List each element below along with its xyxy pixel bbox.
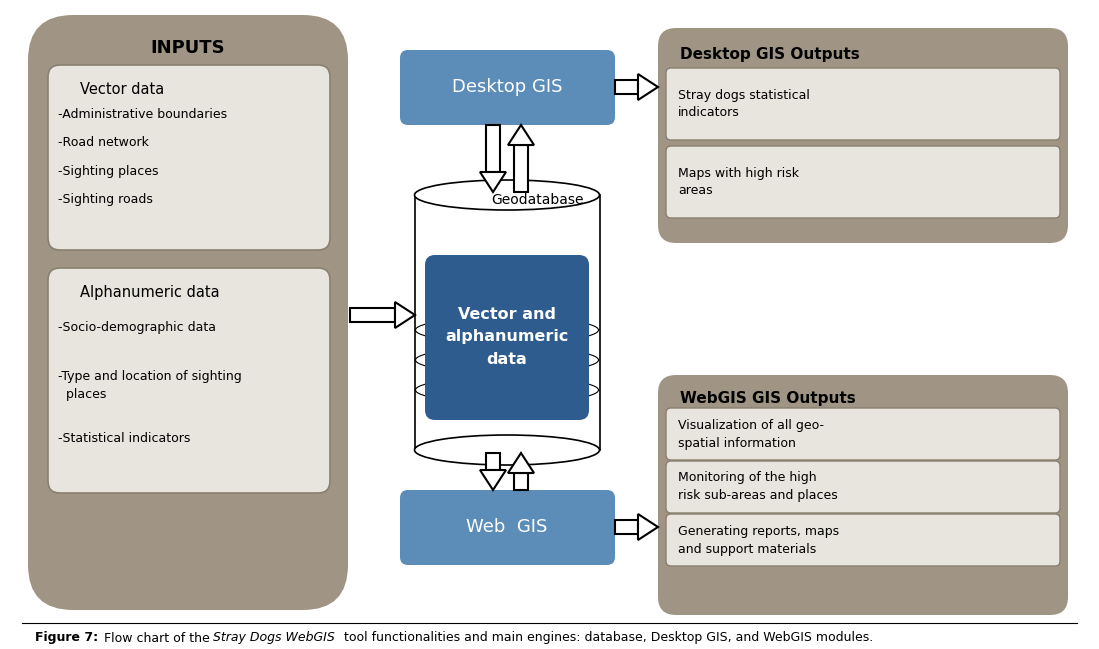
Polygon shape xyxy=(395,302,415,328)
Text: Vector and
alphanumeric
data: Vector and alphanumeric data xyxy=(445,307,568,367)
Bar xyxy=(414,195,599,450)
FancyBboxPatch shape xyxy=(48,268,330,493)
FancyBboxPatch shape xyxy=(658,375,1068,615)
Ellipse shape xyxy=(414,435,599,465)
FancyBboxPatch shape xyxy=(48,65,330,250)
Text: Geodatabase: Geodatabase xyxy=(491,193,584,207)
Text: Alphanumeric data: Alphanumeric data xyxy=(80,284,220,299)
FancyBboxPatch shape xyxy=(658,28,1068,243)
Text: Desktop GIS Outputs: Desktop GIS Outputs xyxy=(680,47,859,62)
Text: Stray dogs statistical
indicators: Stray dogs statistical indicators xyxy=(678,88,810,119)
Text: Visualization of all geo-
spatial information: Visualization of all geo- spatial inform… xyxy=(678,419,824,450)
FancyBboxPatch shape xyxy=(666,408,1061,460)
Polygon shape xyxy=(639,74,658,100)
Ellipse shape xyxy=(414,180,599,210)
Polygon shape xyxy=(508,453,534,473)
Text: -Administrative boundaries: -Administrative boundaries xyxy=(58,108,227,121)
Bar xyxy=(486,453,500,470)
Polygon shape xyxy=(480,172,506,192)
Text: -Statistical indicators: -Statistical indicators xyxy=(58,432,190,445)
Text: -Type and location of sighting
  places: -Type and location of sighting places xyxy=(58,370,242,401)
Text: -Sighting roads: -Sighting roads xyxy=(58,193,153,206)
Text: -Socio-demographic data: -Socio-demographic data xyxy=(58,321,217,334)
FancyBboxPatch shape xyxy=(27,15,348,610)
Text: Generating reports, maps
and support materials: Generating reports, maps and support mat… xyxy=(678,524,840,556)
FancyBboxPatch shape xyxy=(425,255,589,420)
Text: Desktop GIS: Desktop GIS xyxy=(452,78,563,96)
Polygon shape xyxy=(508,125,534,145)
FancyBboxPatch shape xyxy=(666,461,1061,513)
Bar xyxy=(486,125,500,172)
Bar xyxy=(615,520,639,534)
Text: -Road network: -Road network xyxy=(58,136,148,149)
FancyBboxPatch shape xyxy=(666,68,1061,140)
FancyBboxPatch shape xyxy=(666,514,1061,566)
Polygon shape xyxy=(639,514,658,540)
Bar xyxy=(615,80,639,94)
Text: Monitoring of the high
risk sub-areas and places: Monitoring of the high risk sub-areas an… xyxy=(678,472,837,502)
Text: INPUTS: INPUTS xyxy=(151,39,225,57)
Text: Vector data: Vector data xyxy=(80,82,164,97)
Text: Stray Dogs WebGIS: Stray Dogs WebGIS xyxy=(213,631,335,644)
Bar xyxy=(514,145,528,192)
Polygon shape xyxy=(480,470,506,490)
Text: -Sighting places: -Sighting places xyxy=(58,164,158,177)
FancyBboxPatch shape xyxy=(400,50,615,125)
Text: Web  GIS: Web GIS xyxy=(466,518,547,536)
Text: Figure 7:: Figure 7: xyxy=(35,631,98,644)
FancyBboxPatch shape xyxy=(400,490,615,565)
Text: Flow chart of the: Flow chart of the xyxy=(100,631,213,644)
Bar xyxy=(349,308,395,322)
Bar xyxy=(514,473,528,490)
Text: Maps with high risk
areas: Maps with high risk areas xyxy=(678,167,799,197)
FancyBboxPatch shape xyxy=(666,146,1061,218)
Text: WebGIS GIS Outputs: WebGIS GIS Outputs xyxy=(680,391,856,406)
Text: tool functionalities and main engines: database, Desktop GIS, and WebGIS modules: tool functionalities and main engines: d… xyxy=(340,631,874,644)
